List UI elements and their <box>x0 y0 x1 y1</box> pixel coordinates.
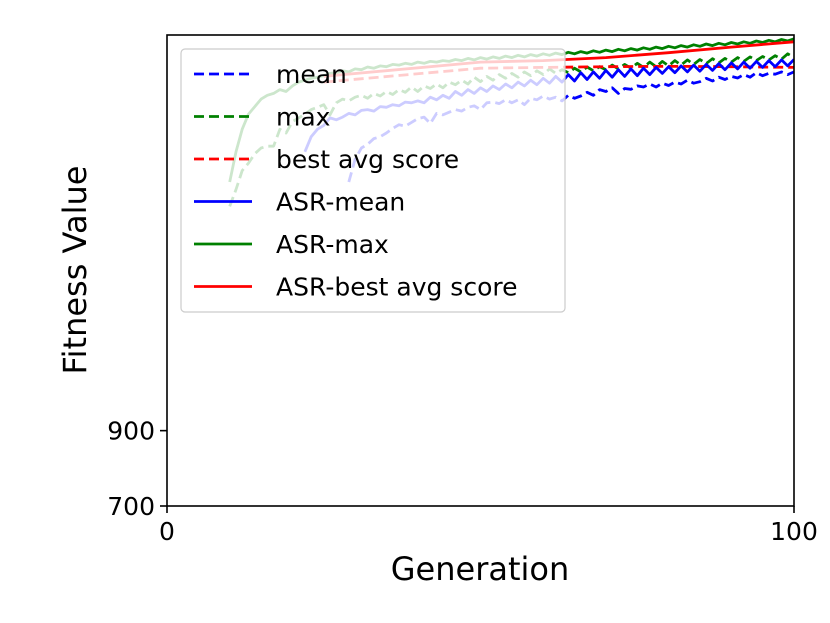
legend: mean max best avg score ASR-mean ASR-max ASR-… <box>180 48 566 313</box>
legend-label-best-avg-score: best avg score <box>276 145 459 174</box>
plot-area-border <box>166 34 795 507</box>
y-tick-label: 700 <box>107 492 155 521</box>
y-tick-label: 900 <box>107 417 155 446</box>
y-axis-title: Fitness Value <box>56 166 94 375</box>
legend-label-mean: mean <box>276 60 347 89</box>
axes-frame <box>166 34 795 507</box>
x-tick-label: 100 <box>770 517 818 546</box>
ticks: 0 100 700 900 <box>107 417 818 546</box>
x-axis-title: Generation <box>391 550 570 588</box>
legend-label-asr-best-avg-score: ASR-best avg score <box>276 273 517 302</box>
x-tick-label: 0 <box>159 517 175 546</box>
legend-box <box>180 48 566 313</box>
legend-label-asr-max: ASR-max <box>276 230 389 259</box>
legend-label-asr-mean: ASR-mean <box>276 188 405 217</box>
legend-label-max: max <box>276 103 330 132</box>
